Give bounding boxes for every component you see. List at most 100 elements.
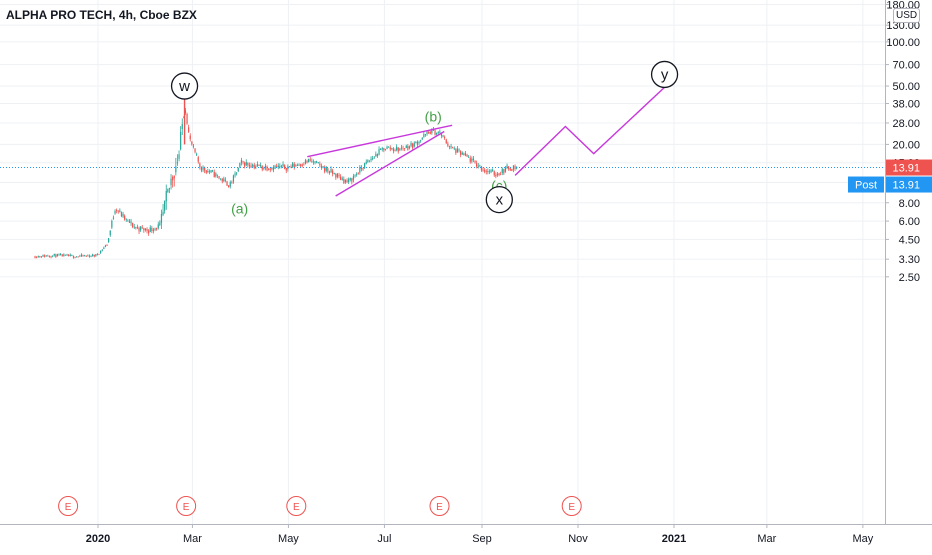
candle-body [88,255,91,257]
candle-body [509,168,511,171]
candle-body [314,161,316,163]
candle-body [162,211,164,215]
candle-body [93,254,95,257]
candle-body [375,154,377,157]
candle-body [143,228,145,231]
candle-body [404,148,406,149]
candle-body [338,175,340,176]
candle-body [264,166,267,168]
candle-body [325,167,327,171]
candle-body [431,129,433,134]
candle-body [87,255,89,257]
wave-label-b: (b) [425,108,442,124]
candle-body [55,254,57,257]
candle-body [500,173,502,175]
earnings-marker: E [58,496,79,516]
candle-body [128,220,131,223]
candle-body [346,180,348,182]
candle-body [229,182,231,187]
candle-body [245,162,247,166]
candle-body [426,131,428,135]
candle-body [436,132,438,135]
wave-text: (b) [425,108,442,124]
candle-body [213,171,215,178]
candle-body [362,168,364,170]
candle-body [308,158,310,162]
candle-body [455,149,457,154]
y-tick-label: 4.50 [899,234,920,246]
candle-body [173,175,175,179]
candle-body [96,254,99,256]
candle-body [50,256,52,258]
candle-body [317,162,319,164]
candle-body [319,163,321,166]
candle-body [260,165,262,167]
y-tick-label: 6.00 [899,216,920,228]
candle-body [405,145,407,149]
candle-body [231,182,233,184]
candle-body [437,132,439,133]
candle-body [416,141,419,145]
candle-body [255,166,257,167]
candle-body [253,164,255,168]
candle-body [194,148,196,153]
candle-body [76,256,78,258]
candle-body [47,255,49,257]
candle-body [309,159,311,161]
candle-body [293,164,295,167]
chart-title: ALPHA PRO TECH, 4h, Cboe BZX [6,8,197,22]
candle-body [274,165,276,169]
candle-body [351,178,353,182]
y-tick-label: 28.00 [892,118,920,130]
candle-body [471,158,473,162]
candle-body [413,142,415,147]
x-tick-label: 2020 [86,533,110,545]
candle-body [506,165,508,169]
post-price-label: 13.91 [892,180,920,192]
candle-body [221,178,223,182]
candle-body [234,173,236,176]
candle-body [164,200,166,211]
candle-body [183,117,185,118]
candle-body [168,187,171,189]
candle-body [384,149,387,151]
candle-body [282,163,284,167]
candle-body [322,166,324,168]
candle-body [279,165,281,167]
candle-body [336,173,339,177]
candle-body [423,134,425,138]
candle-body [72,255,75,258]
candle-body [106,244,108,246]
candle-body [487,171,489,172]
candle-body [186,114,188,124]
candle-body [244,162,246,167]
candle-body [301,164,303,166]
candle-body [152,229,155,232]
y-tick-label: 70.00 [892,60,920,72]
candle-body [56,254,59,257]
candle-body [276,166,278,168]
candle-body [224,179,227,181]
candle-body [501,168,503,174]
candle-body [485,171,487,172]
candle-body [484,170,486,172]
currency-selector[interactable]: USD [893,8,921,23]
candle-body [330,168,332,173]
candle-body [458,149,460,151]
candle-body [239,162,241,167]
candle-body [202,166,204,170]
candle-body [44,255,46,257]
candle-body [98,253,100,255]
candle-body [184,110,187,113]
x-axis: 2020 Mar May Jul Sep Nov 2021 Mar May [86,524,874,545]
x-tick-label: Sep [472,533,492,545]
candle-body [412,143,414,149]
candle-body [104,245,107,247]
earnings-label: E [65,502,72,513]
candle-body [480,166,483,171]
candle-body [463,153,465,155]
candle-body [391,148,393,150]
candle-body [151,227,153,231]
